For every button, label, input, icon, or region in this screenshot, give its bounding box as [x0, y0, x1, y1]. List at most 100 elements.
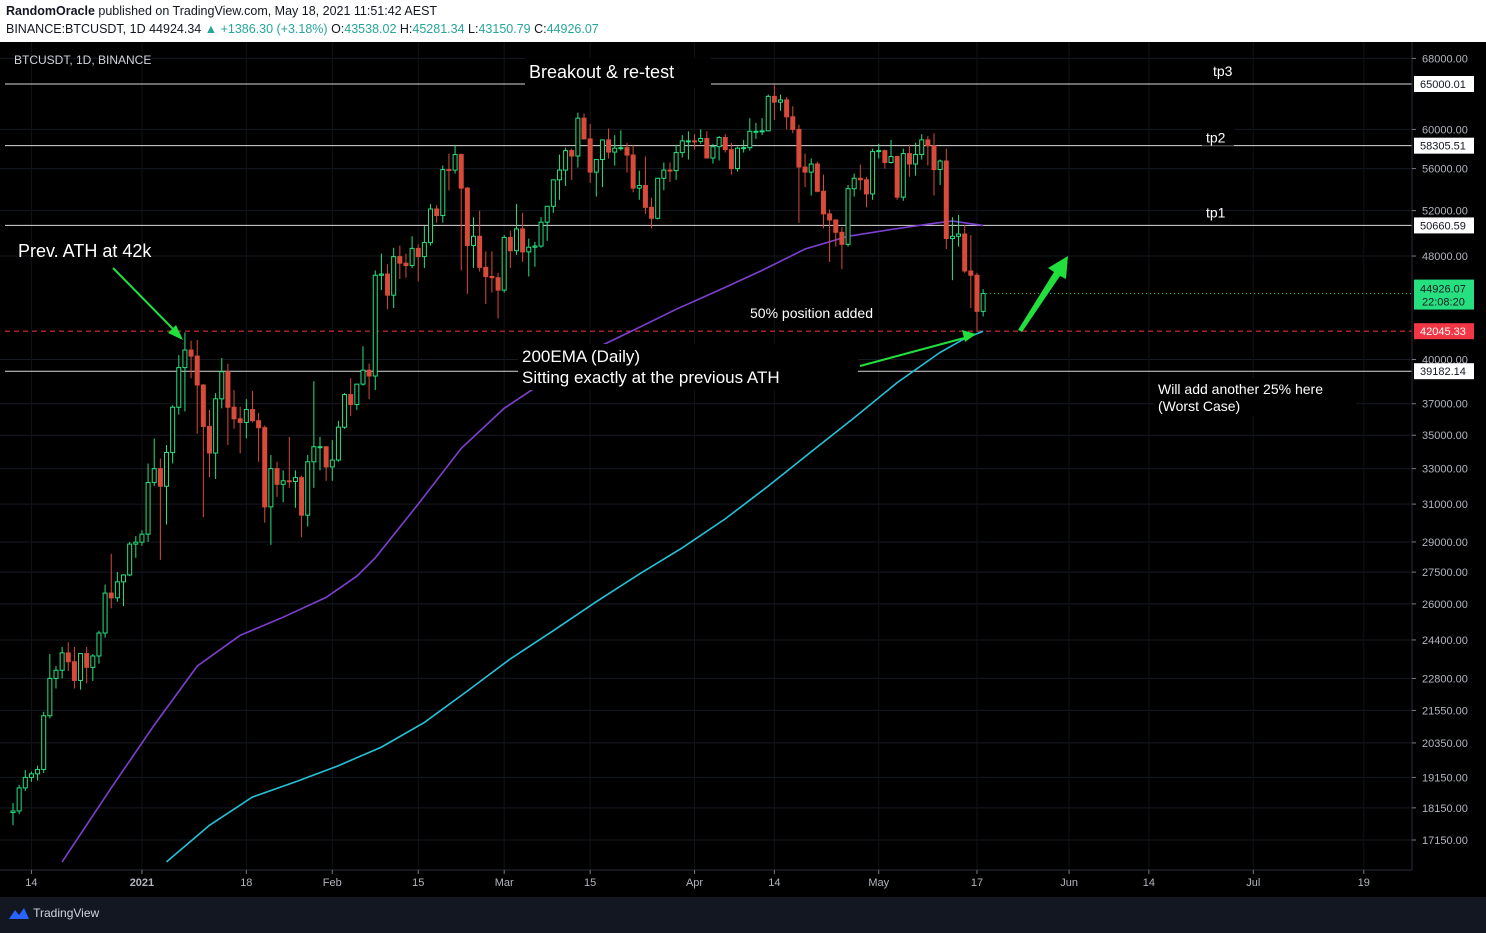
- candle-body: [667, 169, 673, 172]
- candle-body: [870, 151, 876, 195]
- candle: [133, 536, 139, 558]
- candle-body: [385, 273, 391, 296]
- candle: [10, 803, 16, 826]
- candle: [802, 153, 808, 188]
- candle: [176, 355, 182, 415]
- candle: [151, 438, 157, 487]
- candle: [857, 164, 863, 191]
- candle: [28, 771, 34, 782]
- time-tick-label: 14: [25, 877, 37, 889]
- candle: [78, 653, 84, 690]
- time-axis[interactable]: 14 2021 18 Feb 15 Mar 15 Apr 14 May 17 Jun 14 Jul 19: [0, 869, 1412, 889]
- candle: [108, 553, 114, 609]
- candle-body: [378, 273, 384, 276]
- ema-label-line2: Sitting exactly at the previous ATH: [522, 368, 780, 387]
- chart-grid: [0, 42, 1412, 870]
- candle-body: [489, 275, 495, 279]
- candle: [747, 118, 753, 151]
- ema-lines: [61, 220, 984, 863]
- candle-body: [35, 768, 41, 775]
- candle-body: [28, 773, 34, 778]
- candle: [606, 128, 612, 159]
- candle: [778, 94, 783, 111]
- level-badge-tp3: 65000.01: [1420, 79, 1466, 91]
- time-tick-label: Jun: [1060, 877, 1078, 889]
- position-label: 50% position added: [750, 305, 873, 321]
- candle-body: [471, 235, 476, 246]
- candle-body: [882, 150, 888, 164]
- candle: [35, 765, 41, 781]
- candle-body: [121, 574, 127, 583]
- low-value: 43150.79: [478, 22, 531, 36]
- candle: [170, 405, 176, 464]
- level-badge-ath: 42045.33: [1420, 326, 1466, 338]
- time-tick-label: 14: [768, 877, 780, 889]
- candle-body: [538, 221, 544, 247]
- candle: [735, 146, 741, 172]
- candle: [980, 289, 986, 317]
- candle-body: [53, 669, 59, 679]
- candle: [569, 148, 575, 180]
- candle: [90, 654, 96, 681]
- candle: [59, 646, 65, 679]
- candle-body: [722, 137, 728, 151]
- candle: [692, 134, 698, 150]
- candle-body: [176, 367, 182, 408]
- author-name[interactable]: RandomOracle: [6, 4, 95, 18]
- worst-case-line2: (Worst Case): [1158, 398, 1240, 414]
- ohlc-line: BINANCE:BTCUSDT, 1D 44924.34 ▲ +1386.30 …: [6, 22, 599, 36]
- candle: [428, 204, 434, 246]
- candle: [391, 247, 397, 308]
- candle: [851, 173, 857, 197]
- candle-body: [980, 293, 986, 312]
- candle: [520, 212, 526, 262]
- price-axis[interactable]: 68000.00 60000.00 56000.00 52000.00 48000.00…: [1411, 42, 1474, 870]
- candle-body: [452, 154, 458, 171]
- tp2-label-bg: [1202, 127, 1234, 146]
- level-badge-tp2: 58305.51: [1420, 141, 1466, 153]
- candle: [102, 584, 108, 638]
- candle-body: [415, 247, 421, 258]
- candle-body: [446, 169, 452, 172]
- breakout-label-bg: [525, 58, 711, 88]
- price-tick-label: 27500.00: [1422, 567, 1468, 579]
- candle: [544, 205, 550, 241]
- candle-body: [477, 235, 483, 268]
- price-tick-label: 26000.00: [1422, 599, 1468, 611]
- candle: [599, 139, 605, 188]
- candle: [587, 123, 593, 183]
- candle: [649, 197, 655, 229]
- candle-body: [157, 468, 163, 487]
- candle-body: [483, 266, 489, 277]
- candle: [538, 217, 544, 248]
- candle: [243, 399, 249, 439]
- level-badge-bg: [1414, 137, 1474, 154]
- candle-body: [84, 653, 90, 668]
- price-tick-label: 68000.00: [1422, 53, 1468, 65]
- candle: [612, 135, 618, 166]
- candle-body: [127, 543, 133, 576]
- price-chart[interactable]: Breakout & re-test tp3 tp2 tp1 Prev. ATH at …: [0, 42, 1486, 897]
- publish-date: published on TradingView.com, May 18, 20…: [98, 4, 438, 18]
- candle-body: [108, 592, 114, 599]
- candle: [501, 235, 507, 293]
- candle-body: [784, 99, 790, 118]
- candle: [114, 572, 120, 602]
- time-tick-label: 14: [1143, 877, 1155, 889]
- candle-body: [65, 652, 71, 663]
- candle: [863, 176, 869, 208]
- candle-body: [974, 274, 980, 312]
- tradingview-logo[interactable]: TradingView: [8, 906, 99, 920]
- candle-body: [391, 256, 397, 296]
- price-tick-label: 48000.00: [1422, 251, 1468, 263]
- candle-body: [133, 541, 139, 545]
- candle: [808, 158, 814, 196]
- candle: [127, 541, 133, 577]
- candle: [188, 340, 194, 379]
- candle: [421, 226, 427, 268]
- candle-body: [354, 383, 360, 405]
- candle-body: [16, 787, 22, 812]
- candle: [237, 406, 243, 454]
- candle: [913, 142, 919, 176]
- candle-body: [876, 150, 882, 153]
